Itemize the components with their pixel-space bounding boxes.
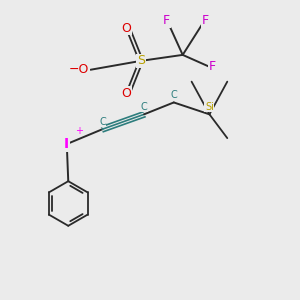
Text: C: C [99,117,106,127]
Text: F: F [163,14,170,27]
Text: −O: −O [69,63,89,76]
Text: Si: Si [205,102,214,112]
Text: O: O [121,87,131,100]
Text: +: + [75,126,83,136]
Text: C: C [170,90,177,100]
Text: I: I [64,137,69,151]
Text: S: S [137,54,145,67]
Text: O: O [121,22,131,34]
Text: C: C [141,102,147,112]
Text: F: F [201,14,208,27]
Text: F: F [209,60,216,73]
